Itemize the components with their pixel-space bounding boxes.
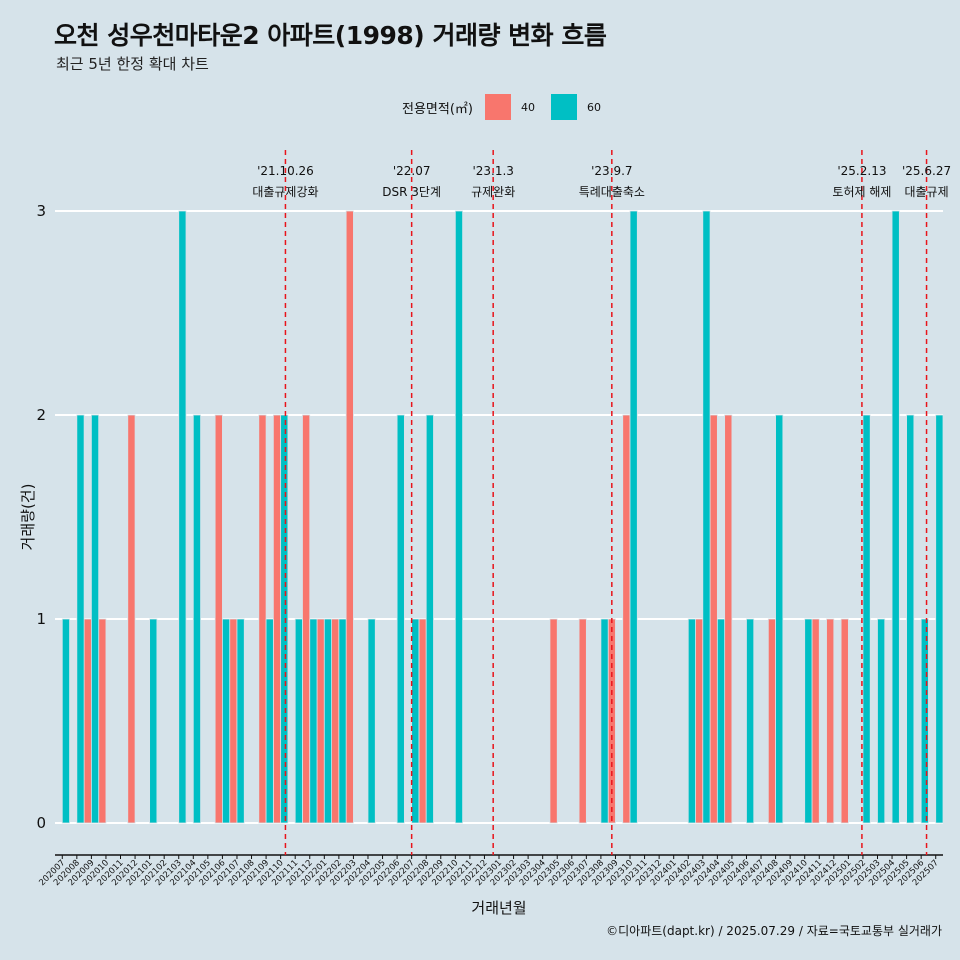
bar-40-202405 <box>724 414 733 824</box>
bar-60-202101 <box>149 618 158 824</box>
bar-60-202208 <box>425 414 434 824</box>
bar-60-202506 <box>920 618 929 824</box>
bar-60-202007 <box>61 618 70 824</box>
bar-60-202104 <box>192 414 201 824</box>
bar-60-202106 <box>222 618 231 824</box>
event-date-label: '22.07 <box>393 164 431 178</box>
bar-60-202504 <box>891 210 900 824</box>
bar-40-202412 <box>826 618 835 824</box>
event-label: 특례대출축소 <box>579 185 645 199</box>
bar-60-202404 <box>716 618 726 824</box>
bar-40-202110 <box>272 414 282 824</box>
bar-40-202501 <box>840 618 849 824</box>
event-date-label: '25.2.13 <box>837 164 886 178</box>
legend-swatch-60 <box>550 94 577 120</box>
bar-60-202406 <box>746 618 755 824</box>
bar-40-202106 <box>214 414 223 824</box>
x-axis-title: 거래년월 <box>471 899 526 917</box>
bar-60-202107 <box>236 618 245 824</box>
event-label: 규제완화 <box>471 185 515 199</box>
bar-60-202210 <box>454 210 464 824</box>
legend-label-60: 60 <box>586 100 601 114</box>
bar-60-202110 <box>280 414 289 824</box>
bar-60-202103 <box>178 210 187 824</box>
event-date-label: '21.10.26 <box>257 164 314 178</box>
bar-60-202206 <box>396 414 405 824</box>
bar-40-202208 <box>418 618 427 824</box>
bar-40-202403 <box>695 618 704 824</box>
chart-title: 오천 성우천마타운2 아파트(1998) 거래량 변화 흐름 <box>54 21 607 50</box>
bar-40-202202 <box>331 618 340 824</box>
bar-40-202305 <box>549 618 558 824</box>
y-tick-label: 3 <box>36 202 46 220</box>
source-caption: ©디아파트(dapt.kr) / 2025.07.29 / 자료=국토교통부 실… <box>606 924 942 938</box>
chart-subtitle: 최근 5년 한정 확대 차트 <box>56 55 209 73</box>
legend-title: 전용면적(㎡) <box>402 101 473 117</box>
bar-60-202502 <box>862 414 871 824</box>
bar-60-202201 <box>323 618 332 824</box>
bar-40-202201 <box>316 618 325 824</box>
event-date-label: '23.1.3 <box>472 164 513 178</box>
bar-60-202009 <box>90 414 100 824</box>
bar-60-202410 <box>804 618 813 824</box>
bar-40-202404 <box>709 414 718 824</box>
bar-40-202307 <box>578 618 587 824</box>
y-tick-label: 1 <box>36 610 46 628</box>
legend-label-40: 40 <box>520 100 535 114</box>
event-label: 대출규제 <box>904 185 948 199</box>
bar-40-202310 <box>622 414 631 824</box>
y-tick-label: 2 <box>36 406 46 424</box>
y-axis-title: 거래량(건) <box>19 484 37 551</box>
event-label: DSR 3단계 <box>382 185 441 199</box>
legend-swatch-40 <box>484 94 511 120</box>
bar-60-202207 <box>411 618 420 824</box>
bar-40-202107 <box>229 618 238 824</box>
event-label: 대출규제강화 <box>252 185 318 199</box>
bar-40-202009 <box>83 618 92 824</box>
bar-40-202109 <box>258 414 267 824</box>
bar-60-202507 <box>935 414 944 824</box>
y-tick-label: 0 <box>36 814 46 832</box>
event-date-label: '23.9.7 <box>591 164 632 178</box>
legend: 전용면적(㎡) 40 60 <box>402 93 617 121</box>
bar-60-202403 <box>702 210 711 824</box>
bar-60-202204 <box>367 618 376 824</box>
bar-60-202503 <box>877 618 886 824</box>
bar-60-202111 <box>294 618 303 824</box>
event-label: 토허제 해제 <box>832 185 891 199</box>
bar-60-202408 <box>775 414 784 824</box>
bar-60-202109 <box>265 618 274 824</box>
bar-60-202308 <box>600 618 609 824</box>
bar-60-202505 <box>906 414 915 824</box>
bar-60-202202 <box>338 618 347 824</box>
bar-40-202203 <box>345 210 354 824</box>
bar-60-202008 <box>76 414 85 824</box>
bar-40-202411 <box>811 618 820 824</box>
bar-40-202010 <box>98 618 107 824</box>
bar-40-202112 <box>302 414 311 824</box>
bar-60-202310 <box>629 210 638 824</box>
bar-40-202408 <box>767 618 776 824</box>
bar-60-202402 <box>687 618 696 824</box>
event-date-label: '25.6.27 <box>902 164 951 178</box>
bar-40-202012 <box>127 414 136 824</box>
bar-60-202112 <box>309 618 318 824</box>
